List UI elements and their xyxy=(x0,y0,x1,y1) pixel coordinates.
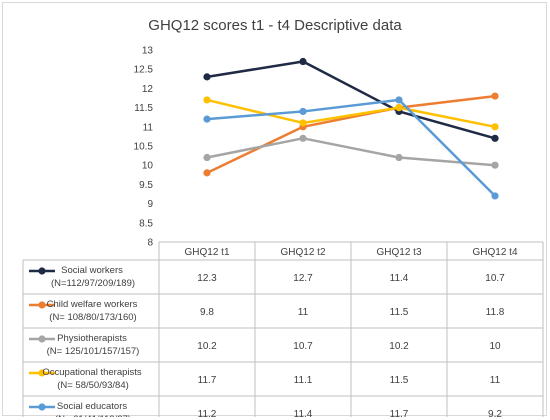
data-point xyxy=(299,134,307,142)
data-point xyxy=(203,96,211,104)
legend-marker xyxy=(38,267,46,275)
y-tick-label: 13 xyxy=(142,46,154,57)
legend-marker xyxy=(38,301,46,309)
data-label: 11.5 xyxy=(390,307,409,318)
data-point xyxy=(203,73,211,81)
series-n: (N= 125/101/157/157) xyxy=(47,346,140,357)
series-line xyxy=(206,98,496,197)
data-label: 11.8 xyxy=(486,307,505,318)
chart: GHQ12 scores t1 - t4 Descriptive data 88… xyxy=(22,17,544,417)
category-label: GHQ12 t1 xyxy=(184,247,229,258)
data-label: 10.7 xyxy=(293,341,313,352)
data-table: GHQ12 t1 GHQ12 t2 GHQ12 t3 GHQ12 t4 Social w… xyxy=(22,241,544,417)
data-label: 11.5 xyxy=(390,375,409,386)
series-name: Occupational therapists xyxy=(42,367,142,378)
data-point xyxy=(491,92,499,100)
y-tick-label: 9 xyxy=(147,199,153,210)
data-point xyxy=(491,123,499,131)
data-label: 10 xyxy=(489,341,501,352)
data-label: 11.4 xyxy=(390,273,409,284)
data-point xyxy=(395,104,403,112)
series-line xyxy=(206,137,496,167)
y-axis: 8 8.5 9 9.5 10 10.5 11 11.5 12 12.5 13 xyxy=(134,46,154,249)
legend-marker xyxy=(38,335,46,343)
data-label: 11 xyxy=(490,375,501,386)
data-point xyxy=(203,169,211,177)
y-tick-label: 12.5 xyxy=(134,65,154,76)
data-point xyxy=(203,153,211,162)
data-label: 9.8 xyxy=(200,307,214,318)
data-label: 11.7 xyxy=(390,409,409,417)
data-point xyxy=(491,192,499,200)
legend-marker xyxy=(38,403,46,411)
data-label: 11.7 xyxy=(198,375,217,386)
data-point xyxy=(203,115,211,123)
series-line xyxy=(206,98,496,129)
data-label: 12.7 xyxy=(293,273,313,284)
y-tick-label: 10 xyxy=(142,161,154,172)
data-point xyxy=(395,153,403,162)
data-point xyxy=(491,161,499,169)
data-label: 10.7 xyxy=(485,273,505,284)
data-point xyxy=(299,119,307,127)
series-name: Physiotherapists xyxy=(57,333,127,344)
data-label: 11.4 xyxy=(294,409,313,417)
series-name: Social educators xyxy=(57,401,127,412)
series-line xyxy=(206,94,496,175)
data-label: 10.2 xyxy=(389,341,409,352)
data-label: 11.1 xyxy=(294,375,313,386)
series-name: Child welfare workers xyxy=(47,299,138,310)
data-label: 12.3 xyxy=(197,273,217,284)
data-point xyxy=(395,96,403,104)
data-point xyxy=(299,57,307,66)
series-name: Social workers xyxy=(61,265,123,276)
data-label: 11 xyxy=(298,307,309,318)
y-tick-label: 12 xyxy=(142,84,154,95)
y-tick-label: 9.5 xyxy=(139,180,153,191)
data-label: 11.2 xyxy=(198,409,217,417)
series-line xyxy=(206,60,496,140)
series-lines xyxy=(203,57,499,200)
data-label: 9.2 xyxy=(488,409,502,417)
data-point xyxy=(491,134,499,142)
category-label: GHQ12 t2 xyxy=(280,247,325,258)
category-label: GHQ12 t3 xyxy=(376,247,421,258)
y-tick-label: 11.5 xyxy=(134,103,153,114)
chart-title: GHQ12 scores t1 - t4 Descriptive data xyxy=(148,17,402,34)
legend-marker xyxy=(38,369,46,377)
series-n: (N=112/97/209/189) xyxy=(51,278,135,289)
y-tick-label: 10.5 xyxy=(134,142,154,153)
y-tick-label: 8 xyxy=(147,238,153,249)
series-n: (N= 108/80/173/160) xyxy=(49,312,136,323)
data-point xyxy=(299,107,307,116)
y-tick-label: 11 xyxy=(143,122,154,133)
data-label: 10.2 xyxy=(197,341,217,352)
series-n: (N= 61/41/119/27) xyxy=(55,414,131,417)
y-tick-label: 8.5 xyxy=(139,218,153,229)
category-label: GHQ12 t4 xyxy=(472,247,517,258)
series-n: (N= 58/50/93/84) xyxy=(57,380,129,391)
